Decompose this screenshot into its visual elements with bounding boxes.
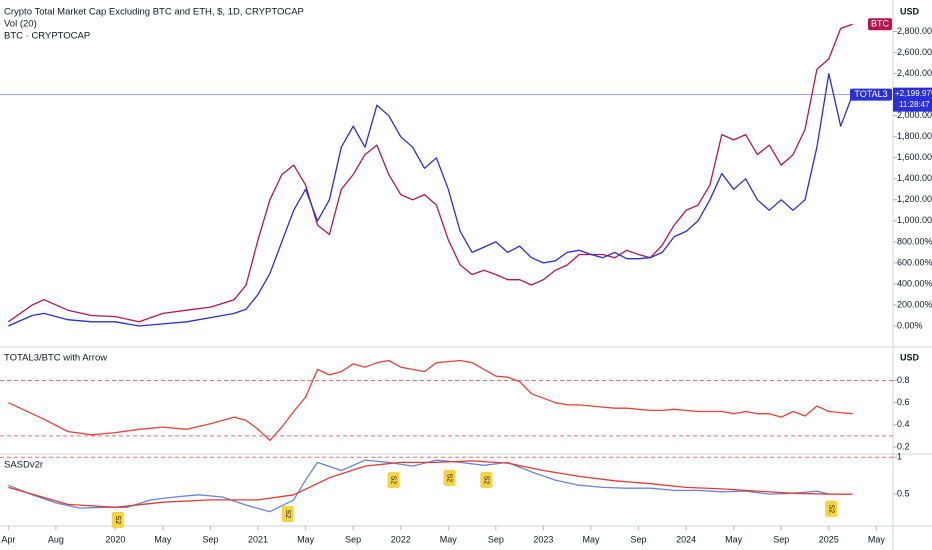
y-tick-label: 0.4 <box>897 419 910 429</box>
signal-label: S2 <box>390 476 397 485</box>
x-tick-label: May <box>868 534 886 544</box>
y-tick-label: 2,800.00% <box>897 26 932 36</box>
y-tick-label: 0.2 <box>897 441 910 451</box>
signal-badge <box>480 472 493 489</box>
signal-badge <box>111 511 124 528</box>
x-tick-label: Apr <box>1 534 15 544</box>
series-tag <box>868 18 892 31</box>
x-tick-label: Sep <box>773 534 789 544</box>
axis-label: USD <box>900 352 920 362</box>
signal-label: S2 <box>482 476 489 485</box>
pane-subtitle: Vol (20) <box>4 19 37 30</box>
y-tick-label: 2,400.00% <box>897 68 932 78</box>
signal-label: S2 <box>284 510 291 519</box>
x-tick-label: May <box>582 534 600 544</box>
signal-label: S2 <box>114 516 121 525</box>
series-tag-label: BTC <box>871 19 890 29</box>
x-tick-label: 2020 <box>105 534 125 544</box>
x-tick-label: Aug <box>48 534 64 544</box>
series-line <box>8 459 853 513</box>
y-tick-label: 2,600.00% <box>897 47 932 57</box>
x-tick-label: 2022 <box>391 534 411 544</box>
x-tick-label: Sep <box>488 534 504 544</box>
last-value-box <box>893 87 932 112</box>
pane-subtitle: BTC · CRYPTOCAP <box>4 31 90 42</box>
y-tick-label: 400.00% <box>897 278 932 288</box>
x-tick-label: Sep <box>631 534 647 544</box>
y-tick-label: 0.6 <box>897 397 910 407</box>
x-tick-label: Sep <box>345 534 361 544</box>
x-tick-label: May <box>297 534 315 544</box>
series-line <box>8 460 853 508</box>
y-tick-label: 1 <box>897 452 902 462</box>
y-tick-label: 0.8 <box>897 375 910 385</box>
pane-title: SASDv2r <box>4 460 43 471</box>
signal-badge <box>281 505 294 522</box>
x-tick-label: 2025 <box>819 534 839 544</box>
x-tick-label: 2024 <box>676 534 696 544</box>
last-value-time: 11:28:47 <box>899 100 930 109</box>
y-tick-label: 200.00% <box>897 299 932 309</box>
signal-badge <box>387 472 400 489</box>
y-tick-label: 0.00% <box>897 320 923 330</box>
x-tick-label: May <box>725 534 743 544</box>
y-tick-label: 1,600.00% <box>897 152 932 162</box>
signal-badge <box>443 469 456 486</box>
x-tick-label: Sep <box>202 534 218 544</box>
y-tick-label: 1,000.00% <box>897 215 932 225</box>
y-tick-label: 800.00% <box>897 236 932 246</box>
y-tick-label: 2,000.00% <box>897 110 932 120</box>
y-tick-label: 0.5 <box>897 488 910 498</box>
series-tag <box>850 88 892 101</box>
x-tick-label: May <box>154 534 172 544</box>
last-value-label: +2,199.97% <box>895 89 932 98</box>
axis-label: USD <box>900 6 920 16</box>
series-line <box>8 72 854 327</box>
pane-title: Crypto Total Market Cap Excluding BTC an… <box>4 7 304 18</box>
series-line <box>8 359 853 442</box>
series-line <box>7 23 853 323</box>
signal-label: S2 <box>446 474 453 483</box>
x-tick-label: May <box>440 534 458 544</box>
series-tag-label: TOTAL3 <box>854 89 887 99</box>
y-tick-label: 1,400.00% <box>897 173 932 183</box>
y-tick-label: 600.00% <box>897 257 932 267</box>
pane-title: TOTAL3/BTC with Arrow <box>4 353 107 364</box>
x-tick-label: 2023 <box>533 534 553 544</box>
y-tick-label: 1,800.00% <box>897 131 932 141</box>
signal-badge <box>825 500 838 517</box>
y-tick-label: 1,200.00% <box>897 194 932 204</box>
signal-label: S2 <box>827 505 834 514</box>
x-tick-label: 2021 <box>248 534 268 544</box>
